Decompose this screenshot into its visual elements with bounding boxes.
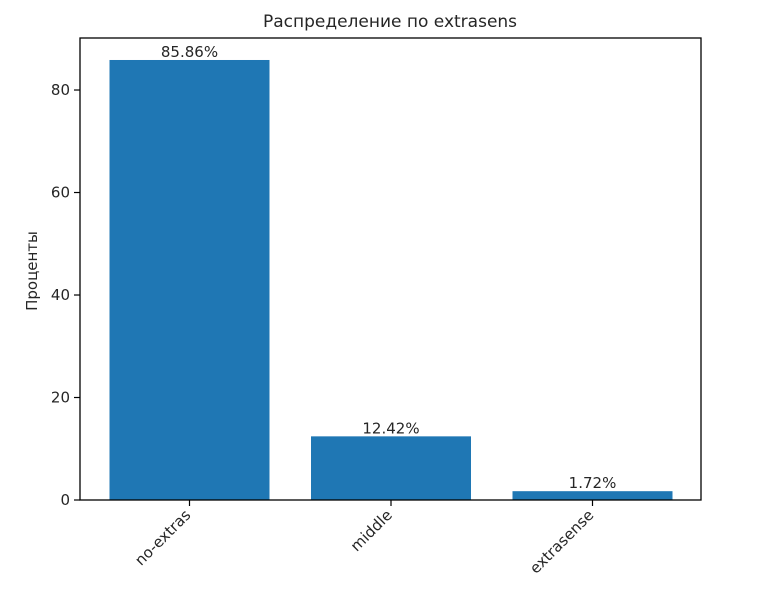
y-tick-label: 40: [51, 286, 70, 304]
data-label: 1.72%: [569, 474, 617, 492]
y-tick-label: 60: [51, 184, 70, 202]
y-tick-label: 20: [51, 389, 70, 407]
data-label: 12.42%: [362, 419, 419, 437]
bar-extrasense: [512, 491, 673, 500]
data-label: 85.86%: [161, 43, 218, 61]
x-tick-label: no-extras: [131, 506, 194, 569]
y-axis-ticks: 0 20 40 60 80: [51, 81, 80, 509]
bar-no-extras: [109, 59, 270, 501]
y-axis-label: Проценты: [23, 231, 41, 311]
y-tick-label: 0: [60, 491, 70, 509]
chart-title: Распределение по extrasens: [263, 12, 517, 32]
x-axis-ticks: no-extras middle extrasense: [131, 500, 597, 577]
bars: [109, 59, 673, 501]
y-tick-label: 80: [51, 81, 70, 99]
x-tick-label: extrasense: [526, 506, 597, 577]
x-tick-label: middle: [347, 506, 396, 555]
plot-frame: [79, 37, 702, 501]
bar-middle: [311, 436, 471, 500]
data-labels: 85.86% 12.42% 1.72%: [161, 43, 616, 492]
